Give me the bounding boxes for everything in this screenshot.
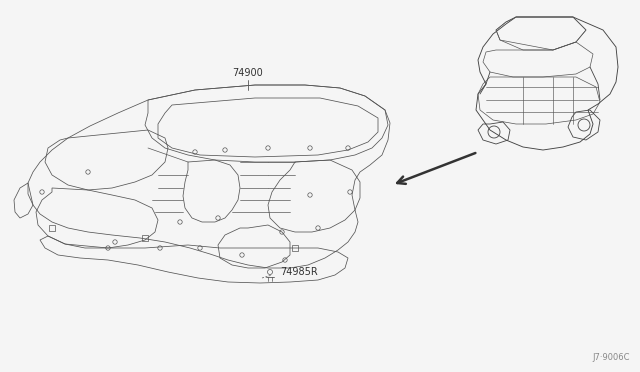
Text: 74900: 74900 <box>232 68 264 78</box>
Text: J7·9006C: J7·9006C <box>593 353 630 362</box>
Text: 74985R: 74985R <box>280 267 317 277</box>
